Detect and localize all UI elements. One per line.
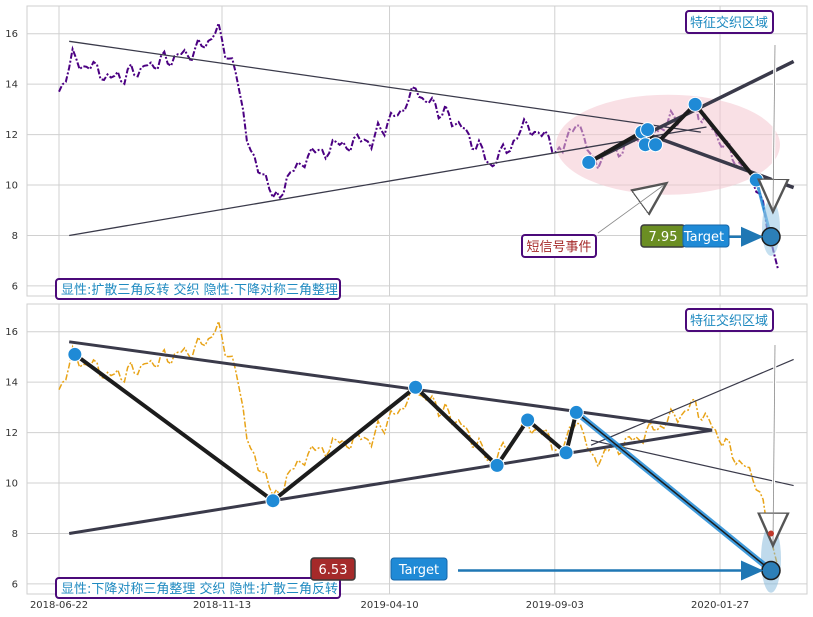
top-region-label: 特征交织区域 (690, 15, 768, 31)
x-axis: 2018-06-22 2018-11-13 2019-04-10 2019-09-03… (30, 600, 749, 611)
top-target-label: Target (683, 230, 724, 245)
top-target-value: 7.95 (649, 230, 678, 245)
diverge-line-upper (590, 358, 794, 446)
y-tick-label: 16 (5, 29, 18, 40)
y-tick-label: 12 (5, 130, 18, 141)
y-tick-label: 10 (5, 479, 18, 490)
event-label-box: 短信号事件 (521, 234, 597, 258)
bottom-target-label: Target (398, 563, 439, 578)
y-tick-label: 10 (5, 181, 18, 192)
pivot-point (687, 96, 703, 112)
signal-point (767, 530, 774, 537)
y-tick-label: 6 (12, 281, 18, 292)
x-tick-label: 2018-11-13 (193, 600, 251, 611)
y-tick-label: 16 (5, 327, 18, 338)
bottom-region-label: 特征交织区域 (690, 313, 768, 329)
bottom-target-label-box: Target (390, 557, 448, 581)
bottom-region-label-box: 特征交织区域 (685, 308, 774, 332)
event-arrow (597, 184, 665, 234)
top-caption-box: 显性:扩散三角反转 交织 隐性:下降对称三角整理 (55, 278, 341, 300)
bottom-panel-frame (26, 303, 808, 595)
top-plot-area (58, 19, 795, 269)
x-tick-label: 2019-04-10 (360, 600, 418, 611)
trendline-lower (69, 126, 707, 237)
pivot-point (265, 493, 281, 509)
pivot-point (568, 404, 584, 420)
y-tick-label: 12 (5, 428, 18, 439)
top-target-value-box: 7.95 (640, 224, 686, 248)
pivot-point (489, 457, 505, 473)
top-y-axis: 6 8 10 12 14 16 (5, 29, 18, 292)
target-point (761, 560, 781, 581)
trendline-upper (69, 40, 701, 133)
bottom-caption: 显性:下降对称三角整理 交织 隐性:扩散三角反转 (61, 581, 338, 597)
trendline-lower (68, 428, 713, 535)
trendline-upper (68, 340, 713, 432)
y-tick-label: 14 (5, 80, 18, 91)
bottom-y-axis: 6 8 10 12 14 16 (5, 327, 18, 590)
signal-arrow (772, 44, 776, 209)
y-tick-label: 8 (12, 529, 18, 540)
pivot-point (558, 445, 574, 461)
bottom-caption-box: 显性:下降对称三角整理 交织 隐性:扩散三角反转 (55, 577, 341, 599)
y-tick-label: 8 (12, 231, 18, 242)
top-target-label-box: Target (682, 224, 730, 248)
price-series (58, 318, 779, 567)
pivot-point (67, 346, 83, 362)
bottom-target-value-box: 6.53 (310, 557, 356, 581)
y-tick-label: 14 (5, 378, 18, 389)
expansion-line-upper (587, 59, 795, 164)
top-caption: 显性:扩散三角反转 交织 隐性:下降对称三角整理 (61, 282, 338, 298)
x-tick-label: 2018-06-22 (30, 600, 88, 611)
diverge-line-lower (590, 439, 794, 487)
event-label: 短信号事件 (526, 240, 591, 255)
expansion-line-lower (641, 130, 795, 190)
pivot-point (408, 379, 424, 395)
bottom-target-value: 6.53 (319, 563, 348, 578)
x-tick-label: 2019-09-03 (526, 600, 584, 611)
target-point (761, 226, 781, 247)
interweave-region (556, 94, 780, 195)
pivot-point (648, 137, 664, 153)
x-tick-label: 2020-01-27 (691, 600, 749, 611)
pivot-point (520, 412, 536, 428)
pivot-point (581, 154, 597, 170)
pivot-point (748, 172, 764, 188)
signal-arrow (772, 344, 776, 543)
pivot-point (640, 122, 656, 138)
breakout-core (575, 411, 772, 572)
top-region-label-box: 特征交织区域 (685, 10, 774, 34)
y-tick-label: 6 (12, 579, 18, 590)
bottom-plot-area (58, 318, 794, 593)
